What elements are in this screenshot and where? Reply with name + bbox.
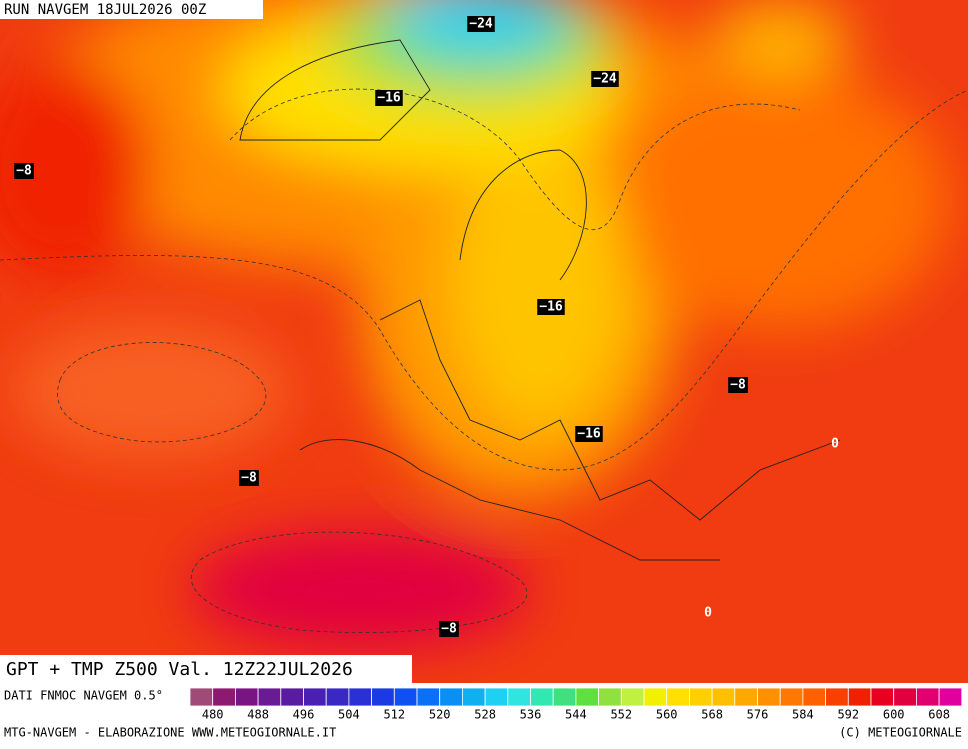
label-box [537,299,565,315]
footer-left: MTG-NAVGEM - ELABORAZIONE WWW.METEOGIORN… [4,726,336,740]
colorbar-swatch [303,687,327,707]
coastlines [239,39,841,561]
map-label: 0 [831,437,839,452]
colorbar-swatch [257,687,282,707]
colorbar-swatch [870,687,895,707]
colorbar-label: 496 [293,708,315,722]
colorbar-swatch [757,687,781,707]
colorbar-label: 552 [610,708,632,722]
colorbar-swatch [189,687,214,707]
map-labels: −24 −24 −16 −8 −16 −8 −16 0 −8 0 −8 [14,16,839,637]
colorbar-label: 592 [837,708,859,722]
colorbar-swatch [575,687,600,707]
colorbar-swatch [234,687,259,707]
colorbar-swatch [439,687,463,707]
contours [0,88,968,633]
colorbar-label: 568 [701,708,723,722]
colorbar-label: 560 [656,708,678,722]
label-box [439,621,459,637]
label-box [239,470,259,486]
colorbar-swatch [847,687,872,707]
map-label: −16 [377,91,401,106]
colorbar-swatch [280,687,304,707]
source: DATI FNMOC NAVGEM 0.5° [4,689,163,703]
colorbar-label: 608 [928,708,950,722]
colorbar-swatch [938,687,963,707]
colorbar-label: 504 [338,708,360,722]
colorbar-label: 520 [429,708,451,722]
colorbar-swatch [552,687,577,707]
colorbar-swatch [416,687,441,707]
colorbar-swatch [530,687,554,707]
map-label: −24 [593,72,617,87]
colorbar-swatch [666,687,690,707]
colorbar-label: 480 [202,708,224,722]
colorbar-swatch [484,687,509,707]
colorbar-swatch [212,687,236,707]
run-label: RUN NAVGEM 18JUL2026 00Z [4,2,206,18]
footer-right: (C) METEOGIORNALE [839,726,962,740]
colorbar-swatch [348,687,372,707]
colorbar-swatch [779,687,804,707]
label-box [575,426,603,442]
map-label: −16 [539,300,563,315]
label-box [728,377,748,393]
colorbar-swatch [802,687,827,707]
colorbar-label: 576 [747,708,769,722]
run-box [0,0,263,19]
colorbar-label: 512 [383,708,405,722]
label-box [467,16,495,32]
colorbar-swatch [507,687,531,707]
colorbar-swatch [643,687,668,707]
colorbar-swatch [371,687,395,707]
colorbar-swatch [393,687,418,707]
colorbar-swatch [916,687,940,707]
colorbar-label: 544 [565,708,587,722]
field: −24 −24 −16 −8 −16 −8 −16 0 −8 0 −8 [0,0,968,683]
colorbar-label: 584 [792,708,814,722]
colorbar-swatch [825,687,849,707]
map-label: −16 [577,427,601,442]
colorbar-swatch [893,687,917,707]
label-box [591,71,619,87]
map-label: −8 [16,164,32,179]
colorbar-label: 528 [474,708,496,722]
colorbar-swatch [689,687,713,707]
colorbar-swatch [620,687,645,707]
map-label: −8 [241,471,257,486]
title-box [0,655,412,683]
map-label: −24 [469,17,493,32]
colorbar-swatch [461,687,486,707]
map-label: −8 [730,378,746,393]
map-label: 0 [704,606,712,621]
colorbar-label: 600 [883,708,905,722]
map-label: −8 [441,622,457,637]
label-box [14,163,34,179]
colorbar-label: 536 [520,708,542,722]
colorbar-swatch [734,687,758,707]
colorbar-swatch [711,687,736,707]
colorbar-swatch [325,687,350,707]
colorbar: 480 488 496 504 512 520 528 536 544 552 560 568 576 5… [189,687,963,722]
label-box [375,90,403,106]
colorbar-label: 488 [247,708,269,722]
title: GPT + TMP Z500 Val. 12Z22JUL2026 [6,659,353,680]
colorbar-swatch [598,687,622,707]
